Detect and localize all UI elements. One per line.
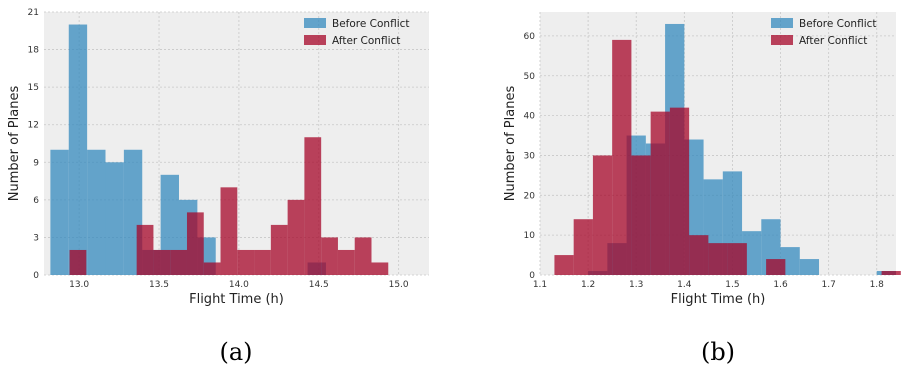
histogram-bar: [287, 199, 305, 275]
histogram-bar: [554, 255, 574, 275]
y-axis-label: Number of Planes: [7, 86, 22, 202]
series-after-conflict: [69, 137, 389, 275]
y-tick-label: 40: [524, 112, 536, 122]
chart-panel-2: 1.1 1.2 1.3 1.4 1.5 1.6 1.7 1.8 0 10 20 30 40 50 60 Fli…: [503, 12, 901, 366]
histogram-bar: [337, 249, 355, 275]
legend-swatch: [304, 35, 326, 45]
histogram-bar: [766, 259, 786, 275]
y-tick-label: 50: [524, 72, 536, 82]
y-axis-label: Number of Planes: [503, 86, 518, 202]
histogram-bar: [254, 249, 271, 275]
histogram-bar: [136, 224, 154, 275]
x-tick-label: 1.2: [581, 280, 595, 290]
histogram-bar: [153, 249, 171, 275]
legend: Before Conflict After Conflict: [771, 18, 877, 47]
x-tick-label: 14.0: [229, 280, 249, 290]
panel-caption: (a): [219, 338, 252, 366]
y-tick-label: 15: [28, 83, 39, 93]
histogram-bar: [727, 243, 747, 275]
histogram-bar: [881, 271, 901, 275]
histogram-bar: [371, 262, 389, 275]
legend-label: After Conflict: [332, 35, 400, 47]
histogram-bar: [799, 259, 820, 275]
histogram-bar: [69, 249, 87, 275]
x-tick-label: 13.0: [69, 280, 89, 290]
y-tick-label: 30: [524, 151, 536, 161]
legend-swatch: [304, 18, 326, 28]
x-tick-label: 13.5: [149, 280, 169, 290]
series-after-conflict: [554, 39, 901, 276]
x-tick-label: 1.3: [629, 280, 643, 290]
histogram-bar: [237, 249, 255, 275]
histogram-bar: [612, 39, 632, 276]
x-tick-label: 1.4: [677, 280, 692, 290]
y-tick-label: 10: [524, 231, 536, 241]
histogram-bar: [203, 262, 221, 275]
y-tick-label: 12: [28, 121, 39, 131]
panel-caption: (b): [701, 338, 735, 366]
y-tick-label: 20: [524, 191, 536, 201]
legend-label: Before Conflict: [799, 18, 877, 30]
histogram-bar: [592, 155, 613, 275]
histogram-bar: [689, 235, 709, 275]
histogram-bar: [68, 24, 88, 276]
histogram-bar: [270, 224, 288, 275]
histogram-bar: [650, 111, 670, 275]
histogram-bar: [50, 149, 69, 275]
chart-panel-1: 13.0 13.5 14.0 14.5 15.0 0 3 6 9 12 15 18 21 Flight T…: [7, 8, 429, 366]
legend: Before Conflict After Conflict: [304, 18, 410, 47]
histogram-bar: [170, 249, 187, 275]
histogram-bar: [304, 137, 322, 275]
x-axis-label: Flight Time (h): [671, 292, 766, 307]
x-axis-label: Flight Time (h): [189, 292, 284, 307]
histogram-bar: [669, 107, 690, 276]
histogram-bar: [105, 162, 124, 275]
y-tick-label: 21: [28, 8, 39, 18]
x-tick-label: 15.0: [389, 280, 409, 290]
histogram-bar: [220, 187, 238, 275]
x-tick-label: 14.5: [309, 280, 329, 290]
y-tick-label: 6: [33, 196, 39, 206]
histogram-bar: [321, 237, 338, 275]
y-tick-label: 18: [28, 46, 40, 56]
legend-label: Before Conflict: [332, 18, 410, 30]
x-tick-label: 1.8: [870, 280, 885, 290]
histogram-bar: [708, 243, 728, 275]
y-tick-label: 0: [529, 271, 535, 281]
y-tick-label: 9: [33, 158, 39, 168]
histogram-bar: [87, 149, 106, 275]
legend-swatch: [771, 35, 793, 45]
histogram-bar: [354, 237, 372, 275]
y-tick-label: 0: [33, 271, 39, 281]
x-tick-label: 1.7: [821, 280, 835, 290]
histogram-bar: [186, 212, 204, 275]
legend-swatch: [771, 18, 793, 28]
histogram-bar: [631, 155, 651, 275]
x-tick-label: 1.1: [533, 280, 547, 290]
legend-label: After Conflict: [799, 35, 867, 47]
x-tick-label: 1.5: [725, 280, 739, 290]
y-tick-label: 3: [33, 233, 39, 243]
x-tick-label: 1.6: [773, 280, 788, 290]
histogram-bar: [573, 219, 593, 275]
y-tick-label: 60: [524, 32, 536, 42]
